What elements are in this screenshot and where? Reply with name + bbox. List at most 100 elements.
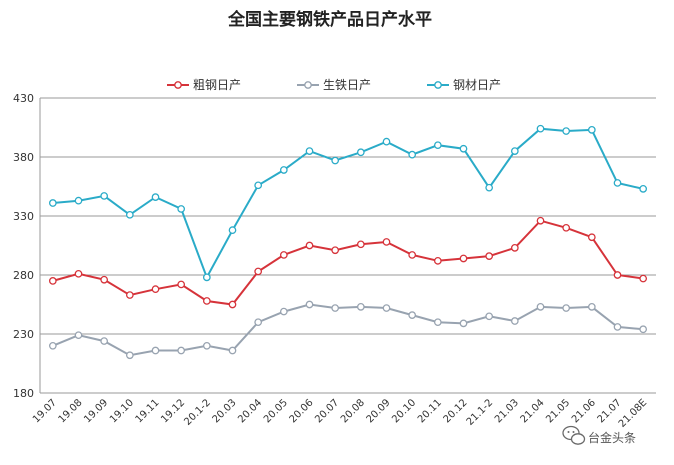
data-point: [254, 181, 263, 190]
y-tick-label: 380: [13, 151, 34, 164]
data-point: [305, 241, 314, 250]
data-point: [331, 156, 340, 165]
data-point: [510, 317, 519, 325]
data-point: [202, 297, 211, 305]
data-point: [74, 331, 83, 340]
x-tick-label: 21.05: [544, 397, 572, 425]
data-point: [459, 319, 468, 328]
data-point: [433, 318, 442, 327]
x-tick-label: 21.08E: [617, 397, 649, 429]
data-point: [510, 244, 519, 252]
data-point: [356, 303, 365, 311]
data-point: [382, 304, 391, 312]
x-tick-label: 20.08: [339, 397, 367, 425]
data-point: [459, 254, 468, 263]
y-tick-label: 230: [13, 328, 34, 341]
data-point: [74, 269, 83, 278]
data-point: [125, 291, 134, 299]
x-tick-label: 19.09: [82, 397, 110, 425]
data-point: [279, 166, 288, 174]
data-point: [433, 256, 442, 265]
data-point: [639, 325, 648, 334]
x-tick-label: 21.1-2: [465, 397, 496, 428]
data-point: [562, 127, 571, 135]
x-tick-label: 19.07: [31, 397, 59, 425]
chart-title: 全国主要钢铁产品日产水平: [227, 9, 432, 30]
data-point: [151, 346, 160, 355]
data-point: [125, 210, 134, 219]
data-point: [202, 273, 211, 282]
data-point: [177, 280, 186, 289]
data-point: [382, 137, 391, 146]
data-point: [74, 196, 83, 205]
x-tick-label: 21.06: [570, 397, 598, 425]
y-tick-label: 330: [13, 210, 34, 223]
legend: 粗钢日产 生铁日产 钢材日产: [167, 78, 501, 92]
legend-label: 粗钢日产: [193, 78, 241, 92]
data-point: [408, 251, 417, 259]
data-point: [613, 271, 622, 279]
data-point: [485, 252, 494, 260]
legend-label: 生铁日产: [323, 78, 371, 92]
data-point: [48, 277, 57, 285]
data-point: [305, 147, 314, 155]
data-point: [279, 307, 288, 316]
watermark-text: 台金头条: [588, 430, 636, 445]
data-point: [100, 275, 109, 284]
data-point: [510, 147, 519, 155]
x-tick-label: 19.11: [134, 397, 162, 425]
legend-marker: [174, 81, 182, 89]
data-point: [48, 341, 57, 350]
data-point: [562, 304, 571, 312]
y-tick-label: 280: [13, 269, 34, 282]
x-tick-label: 20.09: [365, 397, 393, 425]
series: [48, 124, 648, 360]
data-point: [177, 205, 186, 213]
data-point: [613, 323, 622, 331]
data-point: [536, 124, 545, 133]
series-line: [52, 219, 644, 306]
data-point: [562, 223, 571, 232]
data-point: [228, 226, 237, 235]
data-point: [151, 193, 160, 201]
data-point: [639, 185, 648, 193]
x-tick-label: 20.05: [262, 397, 290, 425]
data-point: [48, 199, 57, 207]
data-point: [587, 303, 596, 311]
y-tick-label: 430: [13, 92, 34, 105]
legend-label: 钢材日产: [453, 78, 501, 92]
watermark: 台金头条: [562, 425, 636, 445]
x-tick-label: 20.07: [313, 397, 341, 425]
data-point: [408, 311, 417, 319]
x-tick-label: 19.10: [108, 397, 136, 425]
data-point: [151, 285, 160, 294]
x-tick-label: 20.06: [288, 397, 316, 425]
x-axis: 19.0719.0819.0919.1019.1119.1220.1-220.0…: [31, 397, 649, 429]
data-point: [408, 150, 417, 159]
wechat-icon: [562, 425, 586, 445]
data-point: [433, 141, 442, 150]
y-axis: 180 230 280 330 380 430: [13, 92, 34, 400]
data-point: [536, 303, 545, 311]
x-tick-label: 20.1-2: [182, 397, 213, 428]
x-tick-label: 19.08: [57, 397, 85, 425]
data-point: [356, 148, 365, 157]
data-point: [331, 246, 340, 255]
data-point: [100, 192, 109, 200]
data-point: [254, 267, 263, 276]
x-tick-label: 21.03: [493, 397, 521, 425]
x-tick-label: 20.03: [211, 397, 239, 425]
data-point: [587, 126, 596, 134]
x-tick-label: 20.04: [236, 397, 264, 425]
data-point: [331, 304, 340, 312]
data-point: [485, 183, 494, 192]
series-line: [52, 127, 644, 280]
data-point: [202, 341, 211, 350]
data-point: [639, 274, 648, 283]
x-tick-label: 20.10: [390, 397, 418, 425]
data-point: [305, 300, 314, 309]
data-point: [485, 312, 494, 321]
data-point: [536, 216, 545, 225]
data-point: [459, 144, 468, 153]
